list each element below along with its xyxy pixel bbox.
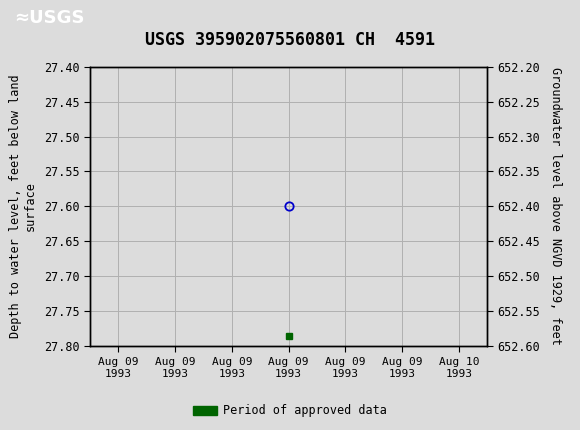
Y-axis label: Groundwater level above NGVD 1929, feet: Groundwater level above NGVD 1929, feet xyxy=(549,68,561,345)
Y-axis label: Depth to water level, feet below land
surface: Depth to water level, feet below land su… xyxy=(9,74,37,338)
Text: ≈USGS: ≈USGS xyxy=(14,9,85,27)
Text: USGS 395902075560801 CH  4591: USGS 395902075560801 CH 4591 xyxy=(145,31,435,49)
Legend: Period of approved data: Period of approved data xyxy=(188,399,392,422)
